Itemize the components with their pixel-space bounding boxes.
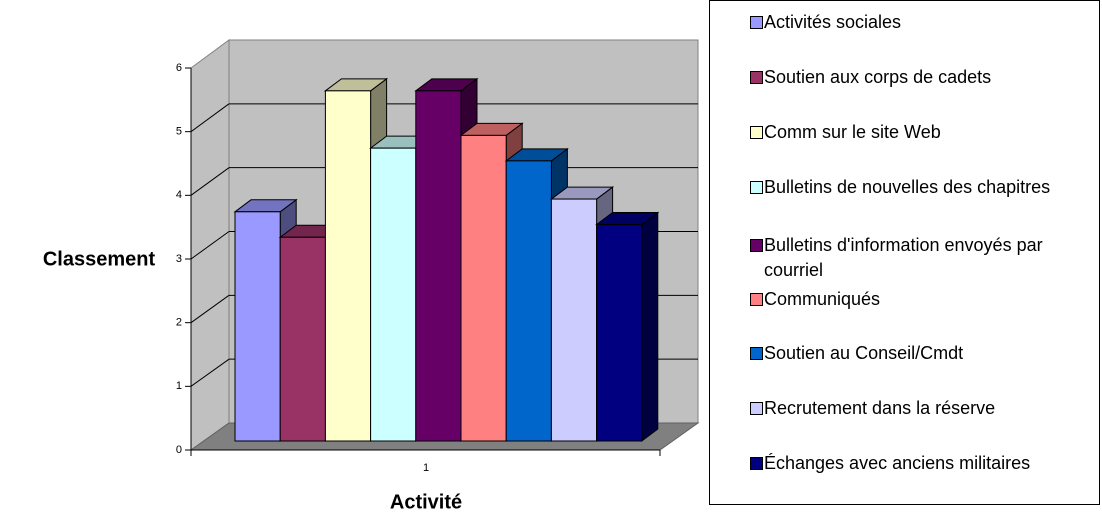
y-tick-label: 4 bbox=[176, 189, 182, 201]
legend-swatch bbox=[750, 457, 763, 470]
legend-label: Soutien au Conseil/Cmdt bbox=[764, 343, 964, 363]
y-axis-title: Classement bbox=[43, 248, 156, 270]
legend-swatch bbox=[750, 293, 763, 306]
legend-entry: Recrutement dans la réserve bbox=[750, 396, 1102, 421]
legend-swatch bbox=[750, 126, 763, 139]
grid-line bbox=[190, 294, 230, 324]
legend-label: Activités sociales bbox=[764, 12, 902, 32]
legend-entry: Bulletins de nouvelles des chapitres bbox=[750, 175, 1102, 200]
y-tick-label: 0 bbox=[176, 444, 182, 456]
grid-line bbox=[190, 167, 230, 196]
x-tick-label: 1 bbox=[423, 462, 429, 474]
legend-label: Bulletins de nouvelles des chapitres bbox=[764, 177, 1051, 197]
legend-label: Soutien aux corps de cadets bbox=[764, 67, 992, 87]
legend-swatch bbox=[750, 181, 763, 194]
legend-label: Bulletins d'information envoyés par cour… bbox=[764, 235, 1043, 280]
bar bbox=[460, 134, 507, 442]
grid-line bbox=[190, 358, 230, 387]
y-tick-label: 5 bbox=[176, 126, 182, 138]
y-tick-label: 1 bbox=[176, 380, 182, 392]
bar bbox=[415, 90, 462, 442]
y-tick-label: 6 bbox=[176, 62, 182, 74]
legend-swatch bbox=[750, 71, 763, 84]
legend-swatch bbox=[750, 239, 763, 252]
legend-entry: Communiqués bbox=[750, 287, 1102, 312]
x-axis-title: Activité bbox=[390, 491, 462, 513]
bar-side bbox=[641, 211, 659, 442]
legend-entry: Bulletins d'information envoyés par cour… bbox=[750, 233, 1102, 283]
y-tick-label: 2 bbox=[176, 317, 182, 329]
legend-swatch bbox=[750, 402, 763, 415]
legend-label: Recrutement dans la réserve bbox=[764, 398, 996, 418]
bar bbox=[596, 224, 643, 442]
bar bbox=[505, 160, 552, 442]
legend: Activités sociales Soutien aux corps de c… bbox=[709, 0, 1100, 505]
bar bbox=[550, 198, 598, 442]
bar bbox=[234, 211, 281, 442]
legend-swatch bbox=[750, 347, 763, 360]
legend-entry: Comm sur le site Web bbox=[750, 120, 1102, 145]
legend-label: Communiqués bbox=[764, 289, 881, 309]
bar bbox=[370, 147, 417, 442]
legend-label: Comm sur le site Web bbox=[764, 122, 941, 142]
bar bbox=[324, 90, 372, 442]
bar bbox=[279, 236, 326, 442]
legend-entry: Échanges avec anciens militaires bbox=[750, 451, 1102, 476]
legend-entry: Soutien aux corps de cadets bbox=[750, 65, 1102, 90]
legend-label: Échanges avec anciens militaires bbox=[764, 453, 1031, 473]
legend-entry: Soutien au Conseil/Cmdt bbox=[750, 341, 1102, 366]
grid-line bbox=[190, 231, 230, 260]
legend-entry: Activités sociales bbox=[750, 10, 1102, 35]
y-tick-label: 3 bbox=[176, 253, 182, 265]
legend-swatch bbox=[750, 16, 763, 29]
grid-line bbox=[190, 103, 230, 133]
